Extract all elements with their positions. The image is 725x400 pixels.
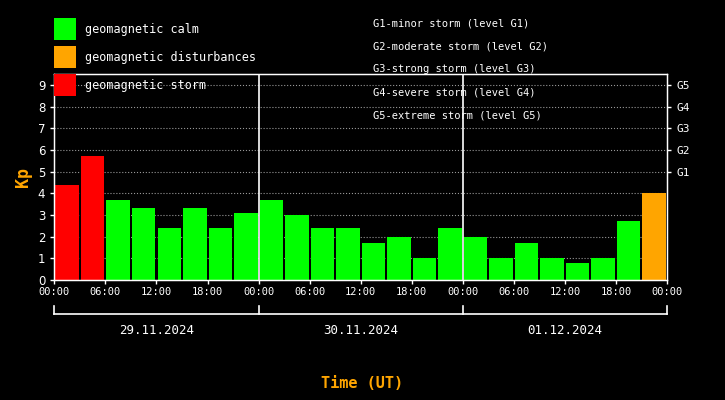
Bar — [157, 228, 181, 280]
Text: 01.12.2024: 01.12.2024 — [527, 324, 602, 336]
Text: G5-extreme storm (level G5): G5-extreme storm (level G5) — [373, 111, 542, 121]
Bar — [387, 237, 411, 280]
Bar — [515, 243, 539, 280]
Bar — [413, 258, 436, 280]
Bar — [439, 228, 462, 280]
Bar — [209, 228, 232, 280]
Bar — [566, 263, 589, 280]
Bar — [540, 258, 564, 280]
Bar — [464, 237, 487, 280]
Bar — [642, 193, 666, 280]
Text: G2-moderate storm (level G2): G2-moderate storm (level G2) — [373, 41, 548, 51]
Text: 29.11.2024: 29.11.2024 — [119, 324, 194, 336]
Text: geomagnetic calm: geomagnetic calm — [85, 22, 199, 36]
Text: geomagnetic disturbances: geomagnetic disturbances — [85, 50, 256, 64]
Text: 30.11.2024: 30.11.2024 — [323, 324, 398, 336]
Bar — [234, 213, 257, 280]
Bar — [592, 258, 615, 280]
Bar — [183, 208, 207, 280]
Text: geomagnetic storm: geomagnetic storm — [85, 78, 206, 92]
Text: G3-strong storm (level G3): G3-strong storm (level G3) — [373, 64, 536, 74]
Y-axis label: Kp: Kp — [14, 167, 33, 187]
Bar — [107, 200, 130, 280]
Bar — [132, 208, 155, 280]
Bar — [336, 228, 360, 280]
Bar — [310, 228, 334, 280]
Bar — [362, 243, 385, 280]
Text: G1-minor storm (level G1): G1-minor storm (level G1) — [373, 18, 530, 28]
Bar — [260, 200, 283, 280]
Text: G4-severe storm (level G4): G4-severe storm (level G4) — [373, 88, 536, 98]
Text: Time (UT): Time (UT) — [321, 376, 404, 392]
Bar — [285, 215, 309, 280]
Bar — [617, 222, 640, 280]
Bar — [55, 184, 79, 280]
Bar — [489, 258, 513, 280]
Bar — [81, 156, 104, 280]
